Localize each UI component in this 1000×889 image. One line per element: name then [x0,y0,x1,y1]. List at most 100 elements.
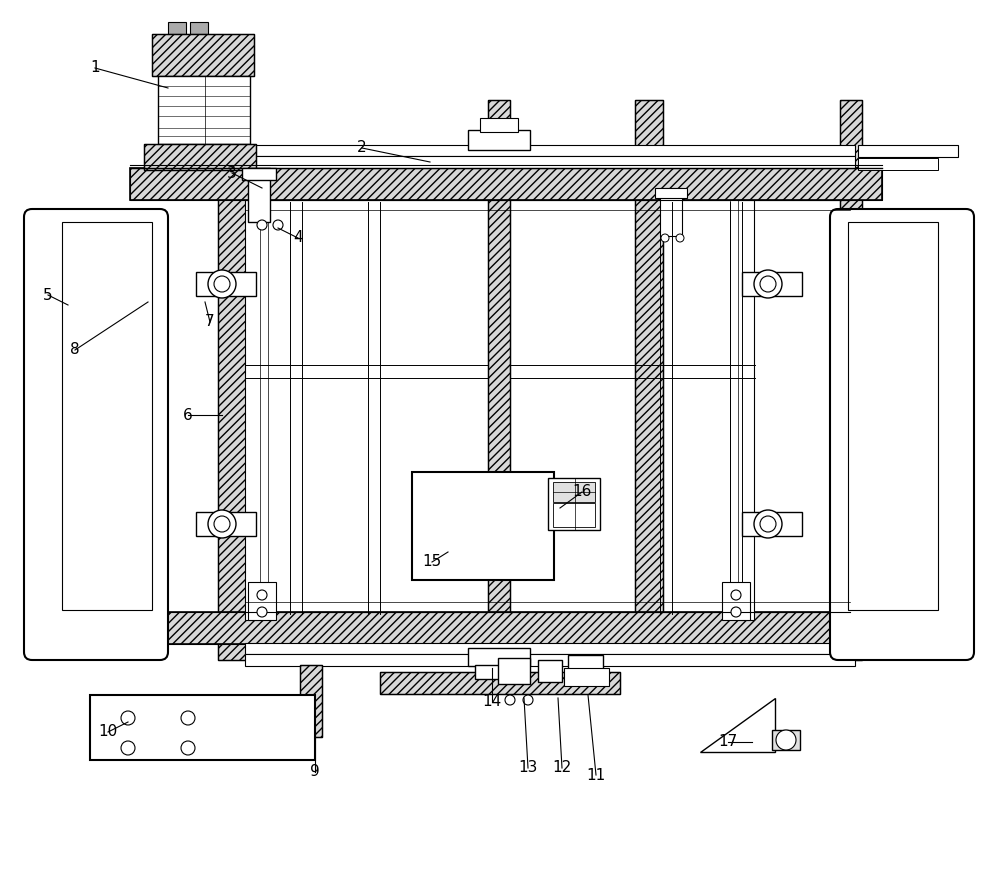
Bar [152,34,254,76]
Bar [742,272,802,296]
Bar [144,144,256,170]
Bar [488,100,510,670]
Bar [742,512,802,536]
Circle shape [754,510,782,538]
Bar [538,660,562,682]
Circle shape [257,607,267,617]
Circle shape [760,516,776,532]
Bar [152,34,254,76]
Bar [158,76,250,144]
Circle shape [760,276,776,292]
Text: 17: 17 [718,734,738,749]
Circle shape [208,510,236,538]
Text: 2: 2 [357,140,367,156]
Circle shape [257,590,267,600]
Circle shape [676,234,684,242]
Bar [196,512,256,536]
Bar [858,145,958,157]
Circle shape [523,695,533,705]
Bar [730,200,738,620]
Bar [245,156,855,168]
Bar [242,168,276,180]
Bar [840,100,862,660]
Circle shape [661,234,669,242]
Circle shape [181,711,195,725]
FancyBboxPatch shape [830,209,974,660]
Bar [260,200,268,620]
Bar [245,145,855,156]
Text: 12: 12 [552,760,572,775]
Bar [380,672,620,694]
Bar [190,22,208,34]
Text: 9: 9 [310,765,320,780]
Bar [548,478,600,530]
Text: 1: 1 [90,60,100,76]
Circle shape [214,276,230,292]
Bar [635,100,663,660]
Text: 5: 5 [43,287,53,302]
Bar [130,168,882,200]
Circle shape [505,695,515,705]
Bar [475,665,523,679]
FancyBboxPatch shape [24,209,168,660]
Circle shape [776,730,796,750]
Circle shape [121,711,135,725]
Bar [736,200,754,620]
Bar [498,658,530,684]
Bar [772,730,800,750]
Bar [130,168,882,200]
Bar [564,668,609,686]
Bar [840,100,862,660]
Bar [380,672,620,694]
Bar [245,200,263,620]
Bar [655,188,687,198]
Bar [248,168,270,222]
Bar [722,582,750,620]
Bar [553,503,595,527]
Circle shape [731,607,741,617]
Bar [248,582,276,620]
Text: 6: 6 [183,407,193,422]
Bar [488,100,510,670]
Bar [848,222,938,610]
Text: 8: 8 [70,342,80,357]
Bar [568,655,603,685]
Circle shape [208,270,236,298]
Text: 4: 4 [293,230,303,245]
Bar [660,188,682,236]
Bar [635,100,663,660]
Circle shape [214,516,230,532]
Bar [300,665,322,737]
Text: 10: 10 [98,725,118,740]
Bar [144,144,256,170]
Bar [218,100,246,660]
Text: 11: 11 [586,767,606,782]
Bar [62,222,152,610]
Bar [168,22,186,34]
Circle shape [754,270,782,298]
Circle shape [273,220,283,230]
Bar [218,100,246,660]
Bar [130,612,882,644]
Text: 7: 7 [205,315,215,330]
Bar [196,272,256,296]
Text: 13: 13 [518,760,538,775]
Bar [553,482,595,502]
Bar [412,472,554,580]
Bar [480,118,518,132]
Circle shape [731,590,741,600]
Circle shape [181,741,195,755]
Polygon shape [700,698,775,752]
Text: 16: 16 [572,485,592,500]
Circle shape [121,741,135,755]
Circle shape [257,220,267,230]
Bar [300,665,322,737]
Bar [248,168,270,180]
Bar [245,654,855,666]
Bar [468,130,530,150]
Bar [468,648,530,666]
Bar [858,158,938,170]
Text: 14: 14 [482,694,502,709]
Bar [130,612,882,644]
Bar [90,695,315,760]
